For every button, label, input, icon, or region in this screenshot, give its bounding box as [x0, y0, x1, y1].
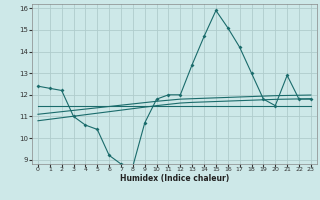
X-axis label: Humidex (Indice chaleur): Humidex (Indice chaleur) — [120, 174, 229, 183]
